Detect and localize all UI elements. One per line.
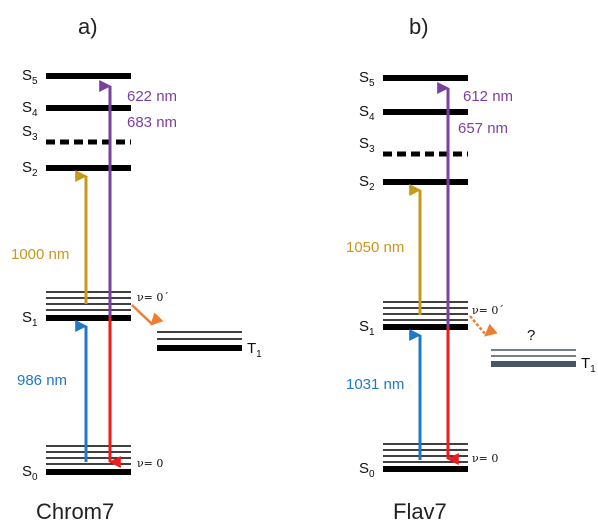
- a-t1-vibrational-lines: [157, 331, 242, 340]
- a-nu-s0-label: ν= 0: [137, 457, 163, 470]
- b-s5-label: S5: [359, 69, 375, 89]
- a-s1-label: S1: [22, 309, 38, 329]
- b-nu-s1-label: ν= 0´: [472, 304, 504, 317]
- b-triplet-question-mark: ?: [527, 327, 535, 344]
- panel-b-label: b): [409, 14, 429, 39]
- b-t1-vibrational-lines: [491, 349, 576, 357]
- a-s5-label: S5: [22, 67, 38, 87]
- a-s0-vibrational-lines: [46, 445, 131, 465]
- b-nu-s0-label: ν= 0: [472, 452, 498, 465]
- a-s0-label: S0: [22, 463, 38, 483]
- a-purple-wavelength-1: 622 nm: [127, 88, 177, 105]
- b-isc-arrow: [469, 315, 498, 337]
- b-gold-wavelength: 1050 nm: [346, 239, 404, 256]
- b-t1-label: T1: [581, 355, 596, 375]
- a-t1-label: T1: [247, 340, 262, 360]
- panel-a: a) S5 S4 S3 S2 S1 S0: [11, 14, 262, 524]
- b-s1-label: S1: [359, 318, 375, 338]
- b-s1-vibrational-lines: [383, 301, 468, 321]
- a-s2-label: S2: [22, 159, 38, 179]
- a-s1-vibrational-lines: [46, 291, 131, 311]
- panel-a-molecule-name: Chrom7: [36, 499, 114, 524]
- panel-a-label: a): [78, 14, 98, 39]
- a-blue-wavelength: 986 nm: [17, 372, 67, 389]
- b-s2-label: S2: [359, 173, 375, 193]
- b-s0-label: S0: [359, 460, 375, 480]
- a-gold-wavelength: 1000 nm: [11, 246, 69, 263]
- a-s4-label: S4: [22, 99, 38, 119]
- a-purple-wavelength-2: 683 nm: [127, 114, 177, 131]
- a-nu-s1-label: ν= 0´: [137, 291, 169, 304]
- a-s3-label: S3: [22, 123, 38, 143]
- b-purple-wavelength-2: 657 nm: [458, 120, 508, 137]
- b-purple-wavelength-1: 612 nm: [463, 88, 513, 105]
- a-isc-arrow: [131, 304, 164, 326]
- b-s3-label: S3: [359, 135, 375, 155]
- panel-b-molecule-name: Flav7: [393, 499, 447, 524]
- b-s4-label: S4: [359, 103, 375, 123]
- b-blue-wavelength: 1031 nm: [346, 376, 404, 393]
- b-s0-vibrational-lines: [383, 443, 468, 463]
- panel-b: b) S5 S4 S3 S2 S1 S0: [346, 14, 596, 524]
